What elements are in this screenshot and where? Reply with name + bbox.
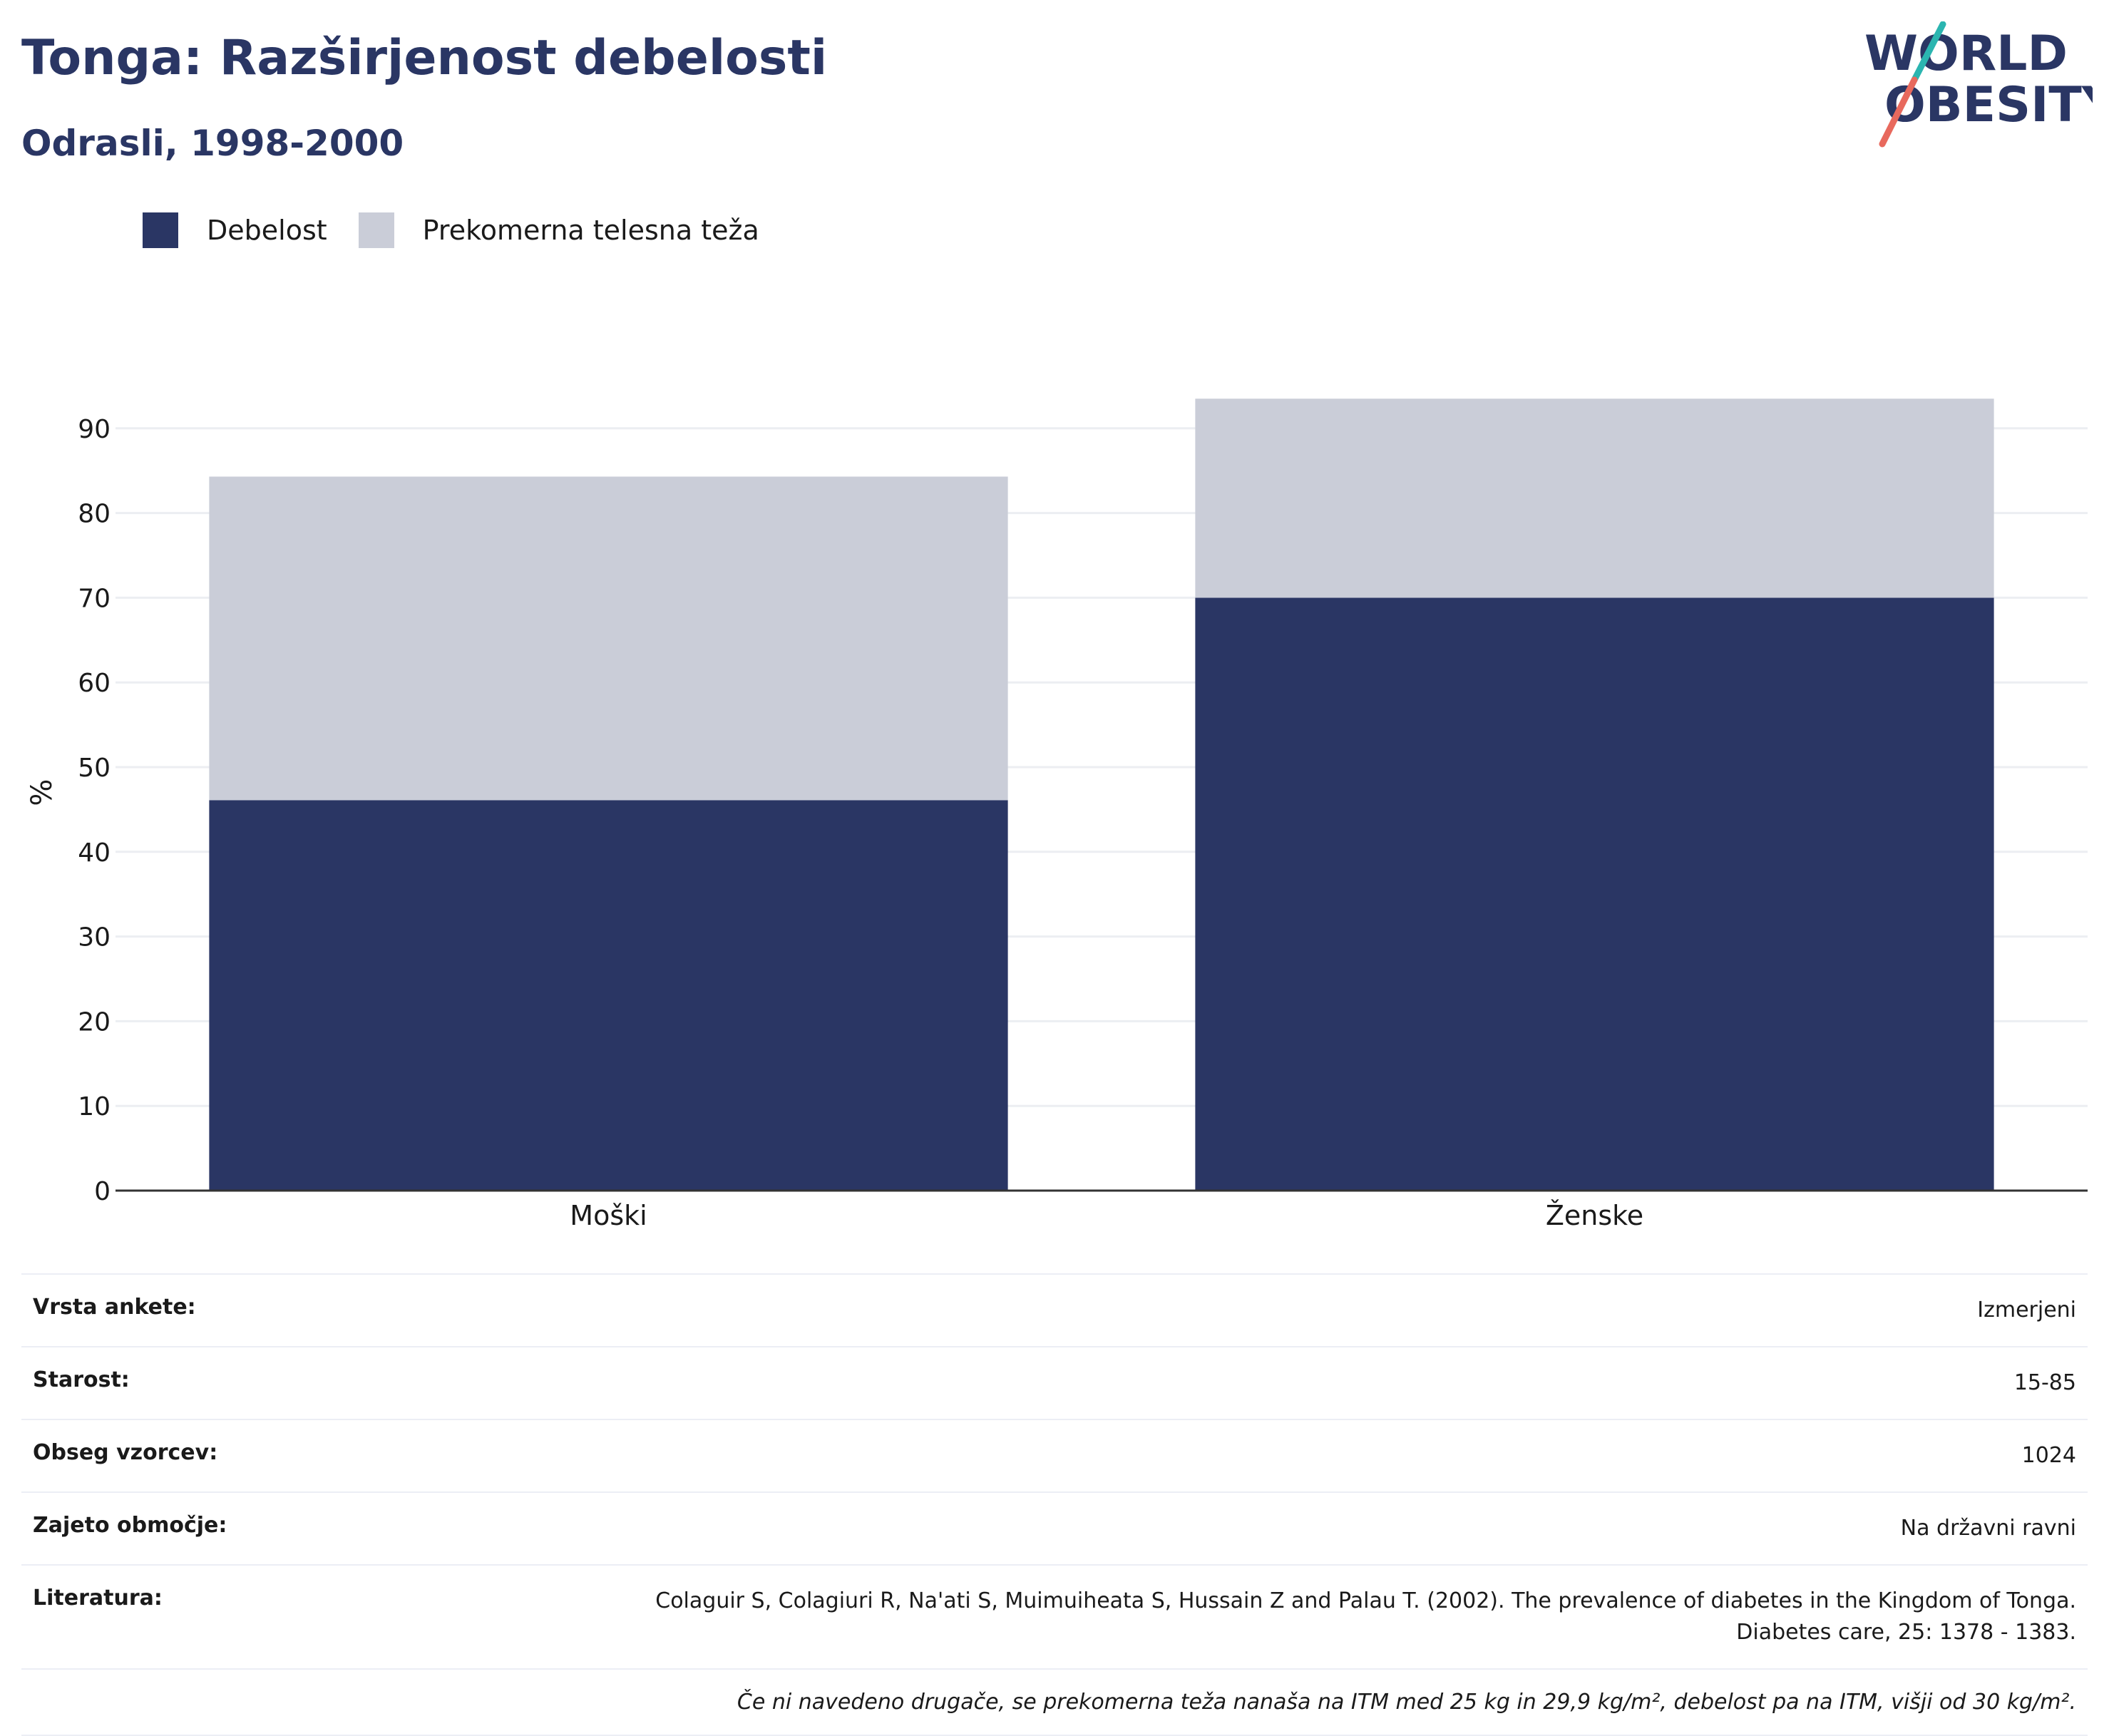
y-tick-label: 40 xyxy=(78,838,111,868)
info-row-sample-size: Obseg vzorcev: 1024 xyxy=(21,1419,2088,1491)
legend-label-debelost: Debelost xyxy=(207,215,327,246)
stacked-bar-chart: 0 10 20 30 40 50 60 70 80 90% Moški Ženske xyxy=(26,399,2088,1231)
info-row-age: Starost: 15-85 xyxy=(21,1346,2088,1419)
y-tick-label: 90 xyxy=(78,415,111,444)
info-key: Zajeto območje: xyxy=(33,1513,227,1538)
chart-title: Tonga: Razširjenost debelosti xyxy=(21,30,828,86)
chart-legend: Debelost Prekomerna telesna teža xyxy=(143,212,791,248)
info-key: Starost: xyxy=(33,1367,130,1392)
y-tick-label: 70 xyxy=(78,584,111,613)
legend-item-prekomerna[interactable]: Prekomerna telesna teža xyxy=(358,212,759,248)
y-tick-label: 10 xyxy=(78,1092,111,1121)
logo-slash-red xyxy=(1879,76,1918,148)
legend-swatch-debelost xyxy=(143,212,178,248)
y-axis-label: % xyxy=(26,779,58,806)
info-row-survey-type: Vrsta ankete: Izmerjeni xyxy=(21,1273,2088,1346)
logo-text-world: WORLD xyxy=(1864,26,2068,82)
info-value-literature: Colaguir S, Colagiuri R, Na'ati S, Muimu… xyxy=(655,1586,2076,1648)
info-value: 1024 xyxy=(2021,1443,2076,1468)
info-row-area: Zajeto območje: Na državni ravni xyxy=(21,1491,2088,1564)
x-tick-label: Moški xyxy=(570,1200,647,1231)
y-tick-label: 30 xyxy=(78,923,111,952)
info-value: 15-85 xyxy=(2013,1370,2076,1395)
y-tick-label: 50 xyxy=(78,754,111,783)
chart-subtitle: Odrasli, 1998-2000 xyxy=(21,123,404,164)
info-key: Literatura: xyxy=(33,1586,163,1611)
info-row-literature: Literatura: Colaguir S, Colagiuri R, Na'… xyxy=(21,1564,2088,1668)
bar-debelost-0 xyxy=(209,800,1008,1191)
info-value: Na državni ravni xyxy=(1900,1516,2076,1541)
definition-note: Če ni navedeno drugače, se prekomerna te… xyxy=(21,1668,2088,1736)
bar-prekomerna-1 xyxy=(1195,399,1994,598)
logo-text-obesity: OBESITY xyxy=(1884,77,2093,133)
literature-line-2: Diabetes care, 25: 1378 - 1383. xyxy=(1736,1620,2076,1645)
info-key: Vrsta ankete: xyxy=(33,1295,196,1320)
bar-prekomerna-0 xyxy=(209,476,1008,801)
info-value: Izmerjeni xyxy=(1977,1298,2076,1322)
info-key: Obseg vzorcev: xyxy=(33,1440,218,1465)
y-tick-label: 20 xyxy=(78,1007,111,1037)
logo-slash-teal xyxy=(1911,21,1946,83)
x-tick-label: Ženske xyxy=(1546,1200,1643,1231)
y-tick-label: 80 xyxy=(78,500,111,529)
legend-label-prekomerna: Prekomerna telesna teža xyxy=(422,215,759,246)
y-tick-label: 60 xyxy=(78,669,111,698)
bar-debelost-1 xyxy=(1195,597,1994,1191)
world-obesity-logo: WORLD OBESITY xyxy=(1864,21,2093,148)
legend-item-debelost[interactable]: Debelost xyxy=(143,212,327,248)
legend-swatch-prekomerna xyxy=(358,212,394,248)
y-tick-label: 0 xyxy=(94,1177,111,1206)
literature-line-1: Colaguir S, Colagiuri R, Na'ati S, Muimu… xyxy=(655,1588,2076,1613)
survey-info-table: Vrsta ankete: Izmerjeni Starost: 15-85 O… xyxy=(21,1273,2088,1736)
